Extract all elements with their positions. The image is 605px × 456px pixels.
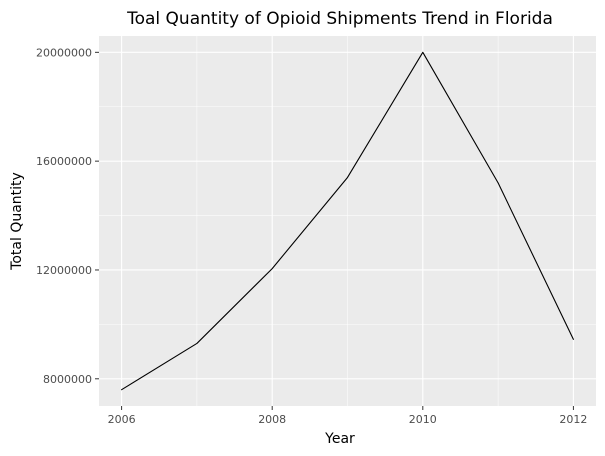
chart-title: Toal Quantity of Opioid Shipments Trend … — [126, 9, 553, 29]
x-axis-label: Year — [324, 431, 355, 447]
tick-marks — [95, 51, 574, 410]
series-layer — [121, 51, 574, 391]
y-tick-label: 20000000 — [36, 46, 92, 59]
x-tick-label: 2008 — [258, 413, 286, 426]
major-grid — [99, 36, 596, 406]
tick-labels: 2006 2008 2010 2012 8000000 12000000 16000000 2… — [36, 46, 587, 426]
x-tick-label: 2010 — [409, 413, 437, 426]
minor-grid — [99, 36, 596, 406]
y-tick-label: 8000000 — [43, 373, 92, 386]
series-line — [121, 51, 574, 391]
x-tick-label: 2006 — [108, 413, 136, 426]
y-axis-label: Total Quantity — [9, 172, 25, 271]
y-tick-label: 12000000 — [36, 264, 92, 277]
x-tick-label: 2012 — [559, 413, 587, 426]
y-tick-label: 16000000 — [36, 155, 92, 168]
